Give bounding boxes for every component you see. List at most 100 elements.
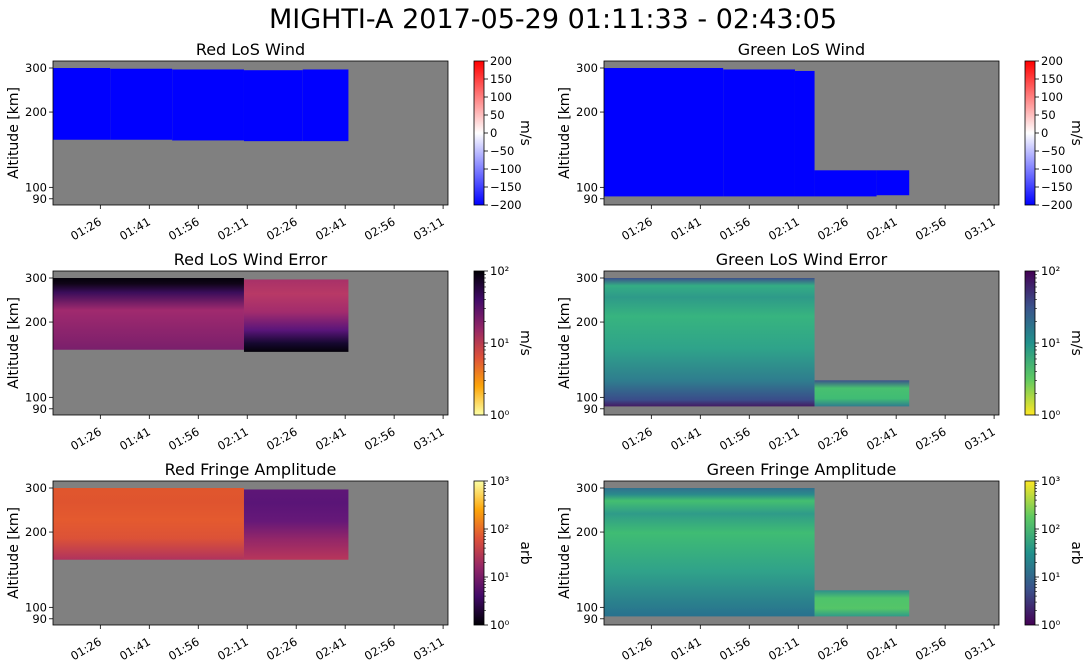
- x-tick-label: 02:41: [864, 424, 900, 453]
- x-tick-label: 02:56: [913, 214, 949, 243]
- x-tick-label: 02:56: [913, 634, 949, 663]
- y-tick-label: 100: [576, 390, 598, 404]
- colorbar-tick-label: 0: [490, 126, 497, 140]
- x-tick-label: 02:26: [815, 214, 851, 243]
- colorbar: [473, 270, 485, 416]
- y-tick-label: 200: [576, 315, 598, 329]
- y-tick-label: 200: [25, 105, 47, 119]
- data-segment: [302, 69, 349, 142]
- figure-title: MIGHTI-A 2017-05-29 01:11:33 - 02:43:05: [269, 4, 837, 35]
- x-tick-label: 03:11: [411, 634, 447, 663]
- y-axis-label: Altitude [km]: [557, 87, 573, 179]
- x-tick-label: 03:11: [962, 214, 998, 243]
- data-segment: [794, 70, 815, 197]
- y-tick-label: 300: [25, 271, 47, 285]
- y-tick-label: 300: [576, 481, 598, 495]
- x-tick-label: 01:26: [619, 634, 655, 663]
- y-tick-label: 200: [576, 105, 598, 119]
- panel-5: Green Fringe Amplitude Altitude [km] 90100…: [557, 460, 1084, 663]
- y-axis-label: Altitude [km]: [557, 507, 573, 599]
- panel-title: Green LoS Wind Error: [716, 250, 888, 269]
- y-tick-label: 300: [25, 481, 47, 495]
- colorbar: [473, 60, 485, 206]
- data-segment: [723, 69, 795, 197]
- y-tick-label: 100: [25, 390, 47, 404]
- x-tick-label: 02:41: [864, 634, 900, 663]
- y-tick-label: 200: [25, 525, 47, 539]
- x-tick-label: 01:56: [166, 214, 202, 243]
- colorbar-label: m/s: [517, 120, 533, 146]
- y-tick-label: 90: [583, 402, 598, 416]
- x-tick-label: 02:26: [264, 424, 300, 453]
- colorbar-tick-label: 10⁰: [490, 408, 510, 422]
- x-tick-label: 02:56: [362, 424, 398, 453]
- x-tick-label: 02:26: [815, 424, 851, 453]
- colorbar-tick-label: 50: [1041, 108, 1056, 122]
- colorbar-tick-label: 50: [490, 108, 505, 122]
- colorbar-tick-label: 10³: [490, 474, 510, 488]
- x-tick-label: 01:56: [166, 424, 202, 453]
- x-tick-label: 02:26: [264, 214, 300, 243]
- y-tick-label: 200: [25, 315, 47, 329]
- colorbar-tick-label: 100: [1041, 90, 1063, 104]
- data-segment: [110, 68, 173, 140]
- colorbar-label: m/s: [1068, 330, 1084, 356]
- y-tick-label: 90: [32, 192, 47, 206]
- y-axis-label: Altitude [km]: [557, 297, 573, 389]
- x-tick-label: 02:11: [215, 634, 251, 663]
- colorbar-tick-label: 10⁰: [490, 618, 510, 632]
- data-segment: [604, 488, 815, 617]
- x-tick-label: 02:26: [264, 634, 300, 663]
- axes-frame: [52, 60, 449, 206]
- x-tick-label: 02:56: [362, 214, 398, 243]
- axes-frame: [52, 480, 449, 626]
- colorbar: [1024, 270, 1036, 416]
- x-tick-label: 01:56: [717, 634, 753, 663]
- x-tick-label: 02:41: [313, 424, 349, 453]
- y-tick-label: 90: [583, 192, 598, 206]
- data-segment: [814, 380, 910, 407]
- x-tick-label: 01:26: [619, 214, 655, 243]
- colorbar-tick-label: 10²: [1041, 264, 1060, 278]
- colorbar: [1024, 480, 1036, 626]
- x-tick-label: 02:11: [215, 214, 251, 243]
- data-segment: [814, 590, 910, 617]
- x-tick-label: 01:41: [668, 634, 704, 663]
- colorbar-label: arb: [517, 541, 533, 564]
- x-tick-label: 02:11: [766, 424, 802, 453]
- x-tick-label: 01:56: [717, 214, 753, 243]
- colorbar-tick-label: −50: [1041, 144, 1065, 158]
- colorbar-tick-label: −200: [1041, 198, 1073, 212]
- y-tick-label: 90: [583, 612, 598, 626]
- colorbar-tick-label: 10⁰: [1041, 408, 1061, 422]
- x-tick-label: 03:11: [411, 214, 447, 243]
- colorbar-tick-label: −50: [490, 144, 514, 158]
- data-segment: [876, 170, 910, 196]
- x-tick-label: 02:11: [766, 634, 802, 663]
- colorbar-tick-label: −100: [1041, 162, 1073, 176]
- colorbar-label: m/s: [1068, 120, 1084, 146]
- x-tick-label: 01:26: [619, 424, 655, 453]
- colorbar-tick-label: 10²: [490, 522, 509, 536]
- colorbar-tick-label: 100: [490, 90, 512, 104]
- x-tick-label: 01:26: [68, 634, 104, 663]
- colorbar-tick-label: 10²: [490, 264, 509, 278]
- axes-frame: [603, 60, 1000, 206]
- x-tick-label: 02:41: [313, 214, 349, 243]
- colorbar-tick-label: −150: [1041, 180, 1073, 194]
- x-tick-label: 01:41: [668, 424, 704, 453]
- colorbar-tick-label: −100: [490, 162, 522, 176]
- panel-title: Red Fringe Amplitude: [165, 460, 337, 479]
- x-tick-label: 02:11: [766, 214, 802, 243]
- x-tick-label: 01:26: [68, 424, 104, 453]
- panel-title: Green Fringe Amplitude: [707, 460, 897, 479]
- y-tick-label: 90: [32, 402, 47, 416]
- data-segment: [172, 69, 244, 141]
- data-segment: [53, 488, 244, 560]
- y-axis-label: Altitude [km]: [6, 507, 22, 599]
- y-tick-label: 100: [25, 600, 47, 614]
- y-tick-label: 300: [576, 61, 598, 75]
